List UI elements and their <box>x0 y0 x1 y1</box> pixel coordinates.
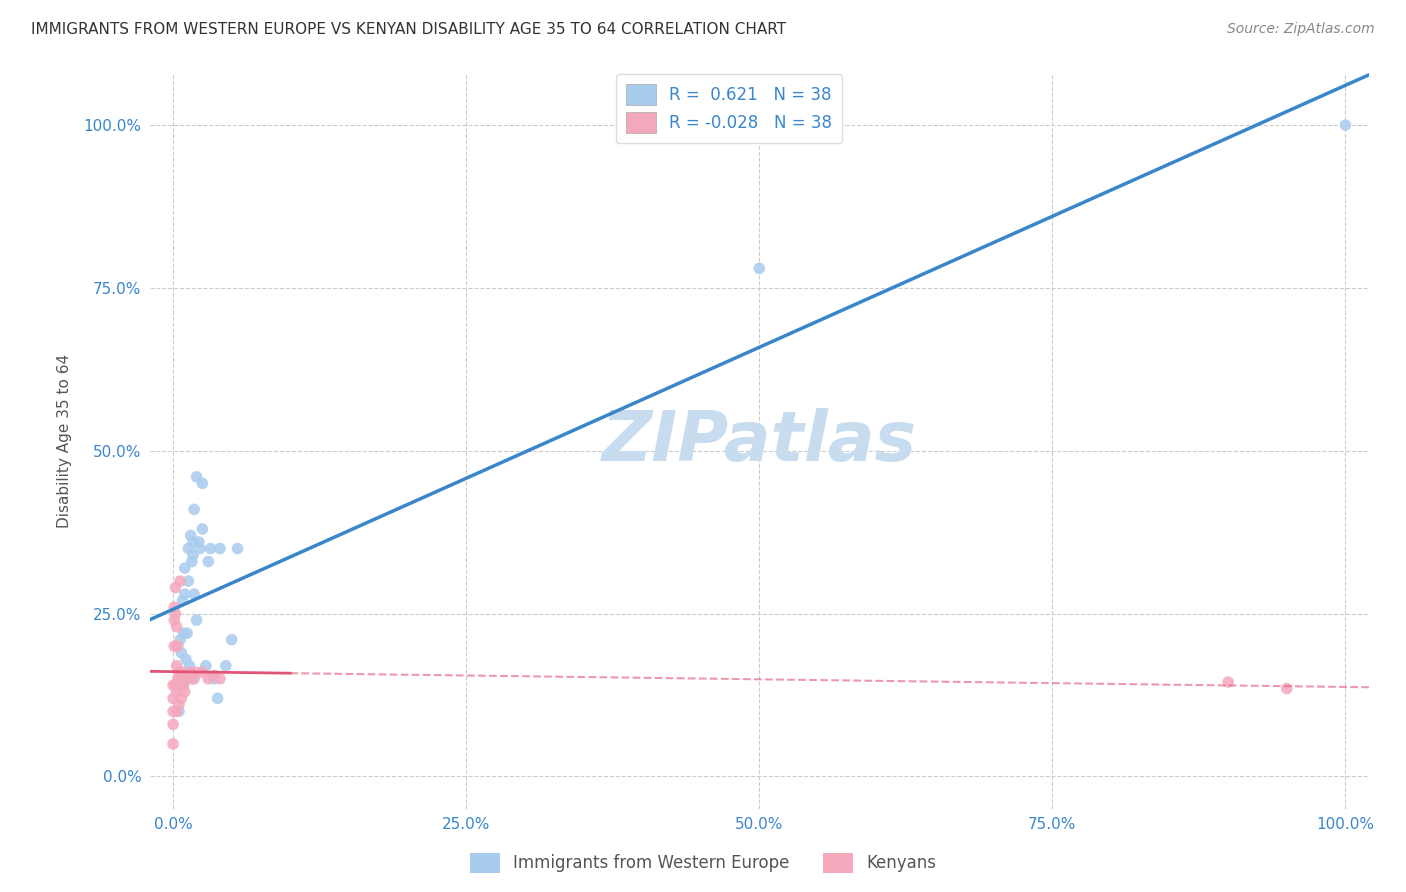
Point <box>186 665 208 680</box>
Point <box>167 665 190 680</box>
Point <box>172 665 194 680</box>
Point <box>170 678 193 692</box>
Point <box>748 261 770 276</box>
Point <box>183 502 205 516</box>
Point <box>215 658 238 673</box>
Point <box>181 548 204 562</box>
Point <box>177 541 200 556</box>
Point <box>194 658 217 673</box>
Text: IMMIGRANTS FROM WESTERN EUROPE VS KENYAN DISABILITY AGE 35 TO 64 CORRELATION CHA: IMMIGRANTS FROM WESTERN EUROPE VS KENYAN… <box>31 22 786 37</box>
Y-axis label: Disability Age 35 to 64: Disability Age 35 to 64 <box>58 354 72 528</box>
Point <box>166 658 188 673</box>
Point <box>166 639 188 653</box>
Point <box>162 704 184 718</box>
Point <box>179 658 201 673</box>
Point <box>188 541 211 556</box>
Point <box>174 652 197 666</box>
Point <box>173 626 195 640</box>
Point <box>202 668 225 682</box>
Point <box>173 587 195 601</box>
Point <box>173 561 195 575</box>
Point <box>191 476 214 491</box>
Point <box>1218 675 1240 690</box>
Point <box>173 685 195 699</box>
Point <box>162 717 184 731</box>
Point <box>166 672 188 686</box>
Point <box>1334 118 1357 132</box>
Point <box>173 672 195 686</box>
Point <box>183 672 205 686</box>
Point <box>202 672 225 686</box>
Point <box>163 600 186 615</box>
Point <box>186 613 208 627</box>
Point <box>172 593 194 607</box>
Point <box>166 620 188 634</box>
Point <box>165 678 187 692</box>
Point <box>197 555 219 569</box>
Point <box>176 672 198 686</box>
Point <box>180 665 202 680</box>
Point <box>165 607 187 621</box>
Point <box>181 535 204 549</box>
Point <box>183 587 205 601</box>
Point <box>172 678 194 692</box>
Point <box>173 678 195 692</box>
Point <box>165 581 187 595</box>
Point <box>207 691 229 706</box>
Point <box>170 691 193 706</box>
Point <box>163 639 186 653</box>
Point <box>169 574 191 588</box>
Point <box>163 613 186 627</box>
Legend: Immigrants from Western Europe, Kenyans: Immigrants from Western Europe, Kenyans <box>463 847 943 880</box>
Point <box>162 678 184 692</box>
Point <box>180 555 202 569</box>
Point <box>166 678 188 692</box>
Point <box>177 574 200 588</box>
Point <box>170 646 193 660</box>
Point <box>176 626 198 640</box>
Legend: R =  0.621   N = 38, R = -0.028   N = 38: R = 0.621 N = 38, R = -0.028 N = 38 <box>616 74 842 144</box>
Point <box>170 672 193 686</box>
Point <box>187 535 209 549</box>
Point <box>166 685 188 699</box>
Point <box>226 541 249 556</box>
Point <box>197 672 219 686</box>
Point <box>167 698 190 712</box>
Point <box>180 528 202 542</box>
Point <box>167 704 190 718</box>
Point <box>191 665 214 680</box>
Point <box>1275 681 1298 696</box>
Point <box>169 678 191 692</box>
Point <box>208 541 231 556</box>
Point <box>191 522 214 536</box>
Point <box>186 470 208 484</box>
Point <box>166 704 188 718</box>
Point <box>180 672 202 686</box>
Point <box>162 737 184 751</box>
Point <box>162 691 184 706</box>
Point <box>208 672 231 686</box>
Point <box>169 632 191 647</box>
Point <box>221 632 243 647</box>
Text: Source: ZipAtlas.com: Source: ZipAtlas.com <box>1227 22 1375 37</box>
Text: ZIPatlas: ZIPatlas <box>602 408 917 475</box>
Point <box>200 541 222 556</box>
